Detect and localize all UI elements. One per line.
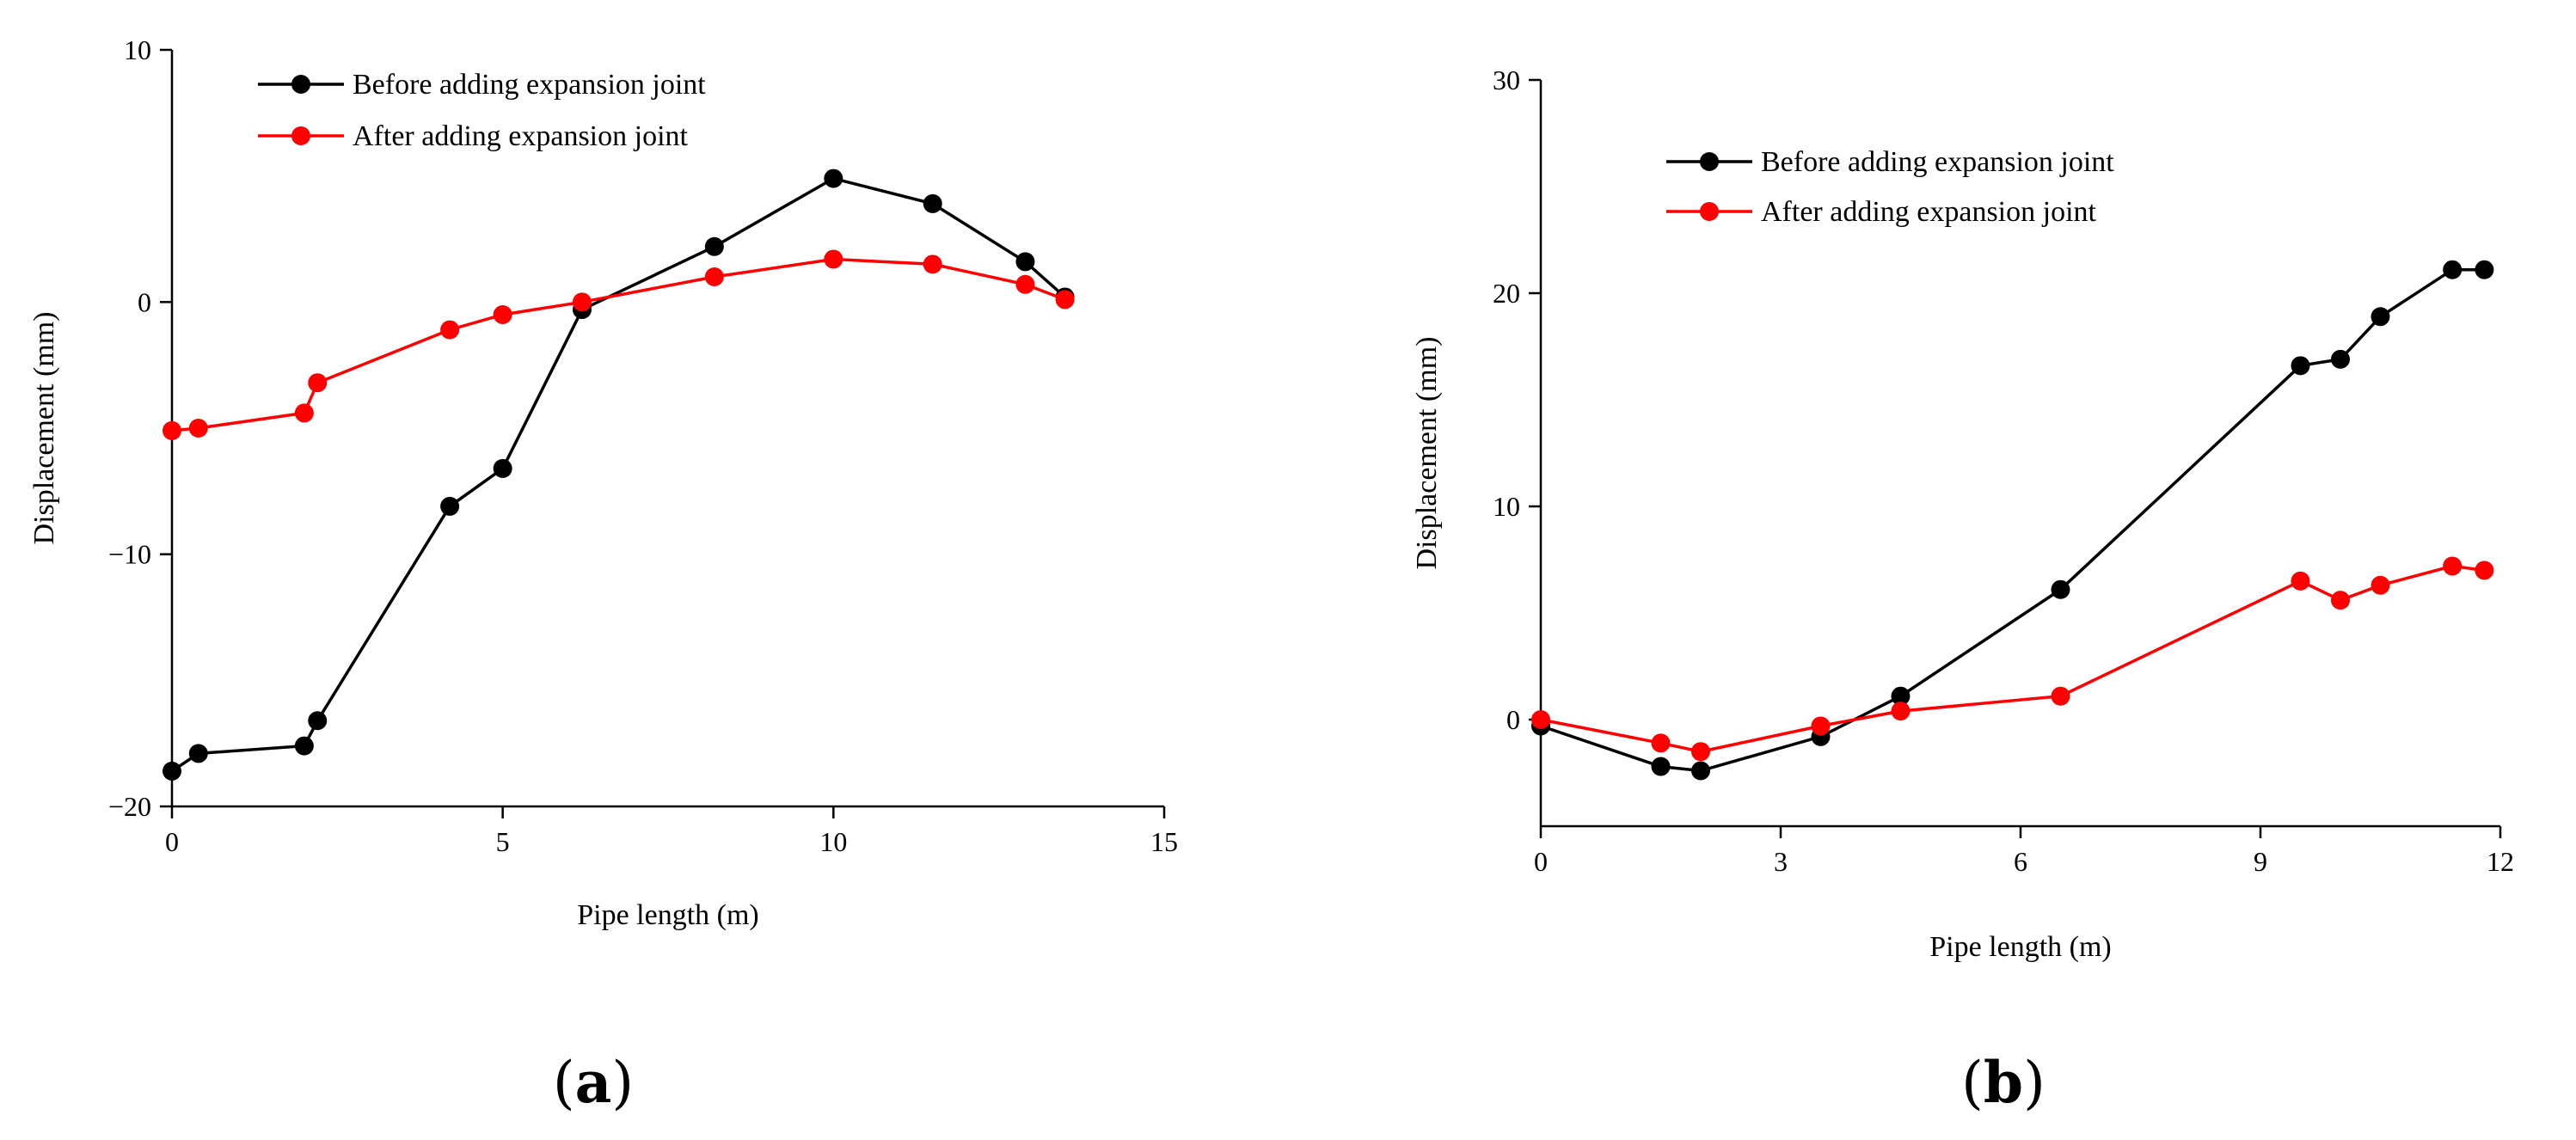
series-line-before (1540, 267, 2485, 773)
y-tick-label: 10 (124, 34, 151, 65)
data-point-before (824, 169, 843, 188)
x-axis-title: Pipe length (m) (1929, 931, 2112, 963)
data-point-after (2443, 556, 2463, 576)
x-tick-label: 12 (2487, 846, 2514, 877)
data-point-before (2443, 260, 2463, 279)
x-tick-label: 5 (496, 826, 510, 857)
data-point-before (493, 458, 512, 478)
x-tick-label: 3 (1774, 846, 1788, 877)
panel-label: (a) (553, 1049, 634, 1116)
data-point-after (163, 420, 181, 440)
data-point-after (1691, 742, 1710, 762)
data-point-before (923, 193, 942, 213)
legend-label: Before adding expansion joint (353, 69, 706, 101)
panel-label: (b) (1961, 1049, 2045, 1116)
y-tick-label: 10 (1493, 491, 1520, 522)
data-point-after (188, 419, 208, 438)
data-point-before (1015, 252, 1035, 272)
data-point-after (294, 403, 314, 423)
legend-label: After adding expansion joint (1761, 196, 2097, 228)
data-point-after (1055, 290, 1075, 310)
legend-label: After adding expansion joint (353, 120, 689, 152)
data-point-after (440, 320, 460, 340)
panel-b: 0 3 6 9 12 0 10 20 30 Pipe length (m) Displacement… (1411, 64, 2514, 1116)
data-point-before (2331, 349, 2350, 369)
panel-a: 0 5 10 15 −20 −10 0 10 Pipe length (m) Displaceme… (28, 34, 1178, 1116)
data-point-after (1015, 274, 1035, 294)
legend-marker (1700, 152, 1719, 171)
data-point-after (2475, 561, 2494, 580)
y-tick-label: 20 (1493, 278, 1520, 309)
data-point-after (572, 292, 592, 312)
data-point-before (2475, 260, 2494, 279)
y-tick-label: −20 (108, 791, 151, 822)
y-tick-label: 0 (138, 286, 151, 317)
y-tick-label: −10 (108, 539, 151, 570)
data-point-after (1891, 702, 1911, 721)
legend-marker (291, 75, 310, 94)
data-point-after (2331, 591, 2350, 610)
data-point-before (2051, 579, 2070, 599)
data-point-after (1811, 716, 1831, 736)
data-point-before (1891, 686, 1911, 706)
data-point-before (1691, 761, 1710, 781)
y-axis-title: Displacement (mm) (28, 312, 60, 545)
data-point-after (704, 267, 724, 286)
x-tick-label: 15 (1150, 826, 1178, 857)
data-point-before (294, 736, 314, 756)
data-point-before (440, 496, 460, 516)
data-point-after (308, 373, 328, 393)
data-point-after (824, 249, 843, 269)
data-point-after (923, 254, 942, 274)
data-point-after (1651, 733, 1671, 753)
data-point-after (2371, 575, 2390, 595)
data-point-before (308, 711, 328, 731)
y-axis-title: Displacement (mm) (1411, 337, 1443, 570)
data-point-before (163, 761, 181, 781)
data-point-before (2291, 356, 2310, 376)
x-tick-label: 9 (2254, 846, 2267, 877)
data-point-after (493, 305, 512, 324)
data-point-before (188, 744, 208, 763)
series-line-before (171, 176, 1066, 773)
data-point-after (2051, 686, 2070, 706)
x-axis-title: Pipe length (m) (577, 899, 759, 931)
data-point-after (1531, 710, 1550, 729)
series-line-after (171, 257, 1066, 432)
data-point-before (1651, 757, 1671, 776)
x-tick-label: 10 (819, 826, 847, 857)
x-tick-label: 6 (2014, 846, 2027, 877)
legend-marker (1700, 202, 1719, 221)
legend-marker (291, 126, 310, 145)
y-tick-label: 30 (1493, 64, 1520, 95)
data-point-after (2291, 571, 2310, 591)
data-point-before (704, 236, 724, 256)
x-tick-label: 0 (165, 826, 179, 857)
legend-label: Before adding expansion joint (1761, 146, 2114, 178)
x-tick-label: 0 (1534, 846, 1548, 877)
data-point-before (2371, 307, 2390, 327)
y-tick-label: 0 (1506, 704, 1520, 735)
